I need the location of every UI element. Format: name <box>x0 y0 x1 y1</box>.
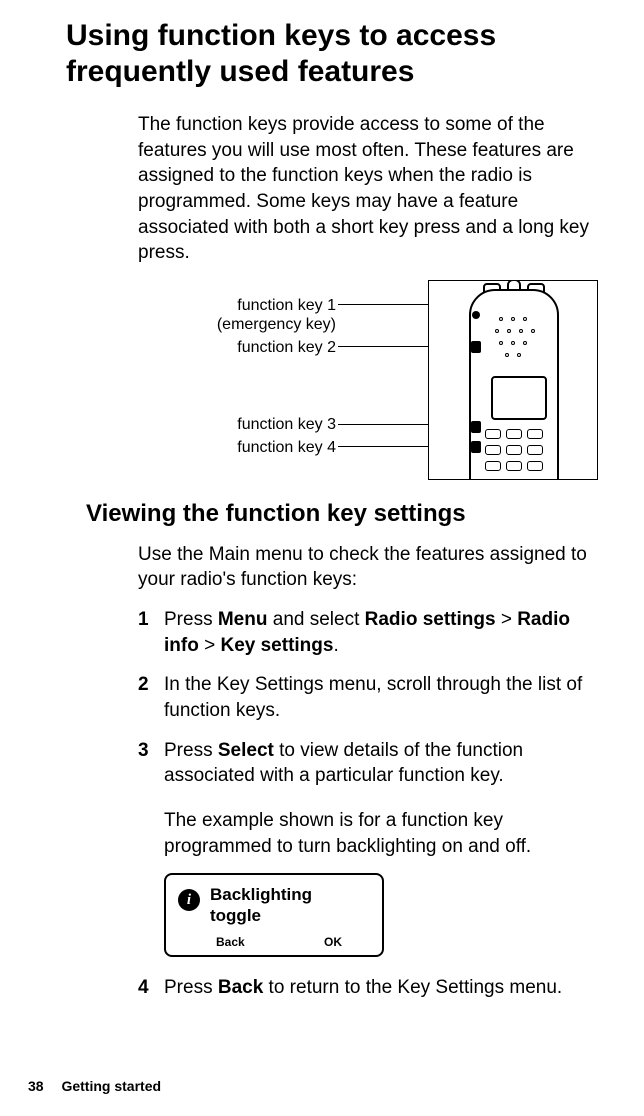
step-4: 4 Press Back to return to the Key Settin… <box>138 975 606 1001</box>
lcd-line2: toggle <box>210 906 261 925</box>
page-title: Using function keys to access frequently… <box>66 18 616 90</box>
label-fn2: function key 2 <box>206 338 336 357</box>
radio-key-row <box>485 429 543 439</box>
intro-paragraph: The function keys provide access to some… <box>138 112 606 266</box>
step-3: 3 Press Select to view details of the fu… <box>138 738 606 789</box>
step-number: 4 <box>138 975 164 1001</box>
step-text: Press Menu and select Radio settings > R… <box>164 607 606 658</box>
step-text: In the Key Settings menu, scroll through… <box>164 672 606 723</box>
diagram-canvas: function key 1 (emergency key) function … <box>206 280 598 482</box>
radio-fn2-icon <box>471 341 481 353</box>
step-number: 2 <box>138 672 164 723</box>
radio-screen <box>491 376 547 420</box>
body-block: The function keys provide access to some… <box>138 112 606 482</box>
label-fn1-line1: function key 1 <box>237 297 336 314</box>
label-fn1-line2: (emergency key) <box>217 316 336 333</box>
section-subtitle: Viewing the function key settings <box>86 500 616 528</box>
softkey-back: Back <box>216 935 245 949</box>
radio-diagram: function key 1 (emergency key) function … <box>138 280 606 482</box>
label-fn1: function key 1 (emergency key) <box>206 296 336 334</box>
step-1: 1 Press Menu and select Radio settings >… <box>138 607 606 658</box>
lcd-softkeys: Back OK <box>166 935 382 949</box>
step-2: 2 In the Key Settings menu, scroll throu… <box>138 672 606 723</box>
steps-list-cont: 4 Press Back to return to the Key Settin… <box>138 975 606 1001</box>
sub-body-block: Use the Main menu to check the features … <box>138 542 606 1001</box>
radio-fn4-icon <box>471 441 481 453</box>
radio-fn3-icon <box>471 421 481 433</box>
step-text: Press Select to view details of the func… <box>164 738 606 789</box>
radio-illustration <box>428 280 598 480</box>
lcd-line1: Backlighting <box>210 885 312 904</box>
info-icon: i <box>178 889 200 911</box>
softkey-ok: OK <box>324 935 342 949</box>
step-3-sub: The example shown is for a function key … <box>164 808 606 859</box>
radio-speaker <box>491 313 537 363</box>
page-content: Using function keys to access frequently… <box>0 0 644 1001</box>
lcd-example: i Backlighting toggle Back OK <box>164 873 384 957</box>
page-number: 38 <box>28 1078 44 1094</box>
step-text: Press Back to return to the Key Settings… <box>164 975 606 1001</box>
radio-key-row <box>485 461 543 471</box>
sub-intro-paragraph: Use the Main menu to check the features … <box>138 542 606 593</box>
radio-fn1-icon <box>472 311 480 319</box>
radio-key-row <box>485 445 543 455</box>
page-footer: 38 Getting started <box>28 1078 161 1094</box>
footer-section: Getting started <box>61 1078 161 1094</box>
steps-list: 1 Press Menu and select Radio settings >… <box>138 607 606 789</box>
step-number: 3 <box>138 738 164 789</box>
label-fn4: function key 4 <box>206 438 336 457</box>
lcd-text: Backlighting toggle <box>210 885 370 926</box>
label-fn3: function key 3 <box>206 415 336 434</box>
step-number: 1 <box>138 607 164 658</box>
